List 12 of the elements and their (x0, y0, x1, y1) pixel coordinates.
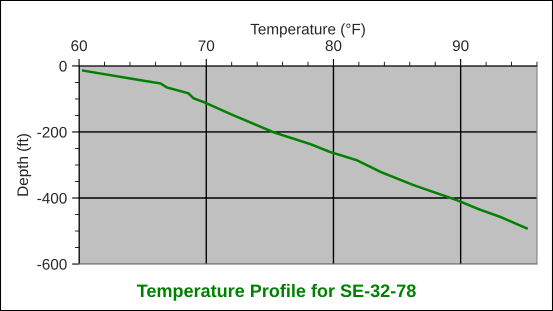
y-tick-label: -600 (37, 258, 67, 270)
x-tick-label: 60 (71, 40, 87, 52)
text: Temperature Profile for SE-32-78 (136, 284, 416, 301)
y-axis-title: Depth (ft) (16, 134, 32, 196)
y-tick-label: -400 (37, 192, 67, 204)
x-axis-title: Temperature (°F) (250, 23, 365, 38)
y-tick-label: -200 (37, 126, 67, 138)
line-series (82, 69, 528, 230)
x-tick-label: 80 (326, 40, 342, 52)
x-tick-label: 90 (452, 40, 469, 52)
y-tick-label: 0 (59, 60, 67, 72)
x-tick-label: 70 (198, 40, 214, 52)
